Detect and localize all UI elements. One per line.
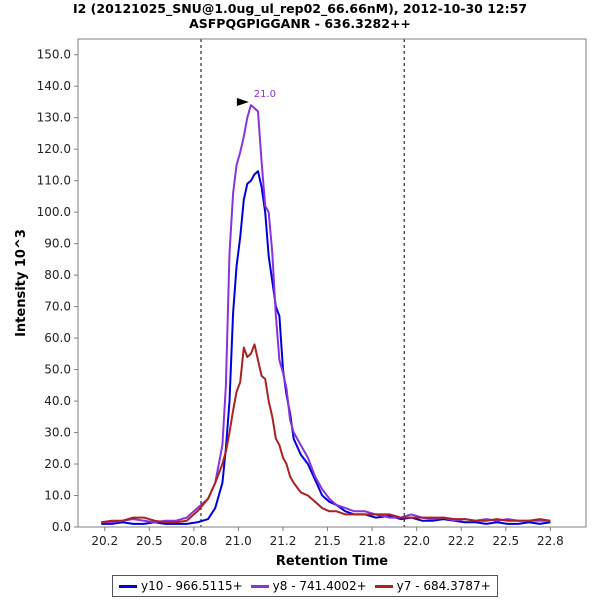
y-tick-label: 10.0	[44, 489, 71, 503]
y-tick-label: 0.0	[52, 520, 71, 534]
y-tick-label: 140.0	[37, 79, 71, 93]
peak-label: 21.0	[254, 89, 276, 100]
legend: y10 - 966.5115+ y8 - 741.4002+ y7 - 684.37…	[112, 575, 498, 597]
y-tick-label: 60.0	[44, 331, 71, 345]
y-tick-label: 110.0	[37, 174, 71, 188]
x-tick-label: 22.2	[448, 534, 475, 548]
chart-title: I2 (20121025_SNU@1.0ug_ul_rep02_66.66nM)…	[72, 1, 528, 16]
y-tick-label: 30.0	[44, 426, 71, 440]
y-tick-label: 120.0	[37, 142, 71, 156]
y-tick-label: 90.0	[44, 237, 71, 251]
y-tick-label: 50.0	[44, 363, 71, 377]
x-tick-label: 20.2	[91, 534, 118, 548]
x-tick-label: 21.2	[270, 534, 297, 548]
legend-label: y7 - 684.3787+	[396, 579, 491, 593]
x-tick-label: 22.5	[492, 534, 519, 548]
series-lines	[101, 104, 551, 525]
chart-subtitle: ASFPQGPIGGANR - 636.3282++	[189, 16, 411, 31]
y-tick-label: 40.0	[44, 394, 71, 408]
y-tick-label: 20.0	[44, 457, 71, 471]
series-line	[101, 104, 551, 524]
legend-label: y10 - 966.5115+	[141, 579, 243, 593]
legend-swatch	[119, 584, 137, 588]
y-tick-label: 100.0	[37, 205, 71, 219]
series-line	[101, 343, 551, 524]
series-line	[101, 170, 551, 525]
legend-swatch	[374, 584, 393, 588]
y-axis-ticks: 0.0 10.0 20.0 30.0 40.0 50.0 60.0 70.0 80.0 90.0 1…	[37, 48, 78, 534]
legend-item: y10 - 966.5115+	[119, 579, 243, 593]
plot-area	[77, 38, 587, 528]
integration-boundaries	[200, 39, 405, 527]
x-tick-label: 20.5	[136, 534, 163, 548]
y-tick-label: 130.0	[37, 111, 71, 125]
y-tick-label: 150.0	[37, 48, 71, 62]
y-tick-label: 70.0	[44, 300, 71, 314]
y-axis-label: Intensity 10^3	[14, 229, 29, 337]
x-tick-label: 21.5	[314, 534, 341, 548]
legend-swatch	[250, 584, 269, 588]
y-tick-label: 80.0	[44, 268, 71, 282]
x-axis-ticks: 20.2 20.5 20.8 21.0 21.2 21.5 21.8 22.0 22.2 22.5…	[91, 527, 564, 548]
x-tick-label: 22.0	[403, 534, 430, 548]
peak-marker-icon	[236, 97, 249, 106]
x-tick-label: 20.8	[181, 534, 208, 548]
x-tick-label: 21.0	[225, 534, 252, 548]
legend-label: y8 - 741.4002+	[272, 579, 367, 593]
annotations: 21.0	[236, 89, 276, 106]
x-axis-label: Retention Time	[276, 554, 388, 569]
x-tick-label: 22.8	[537, 534, 564, 548]
legend-item: y7 - 684.3787+	[374, 579, 491, 593]
legend-item: y8 - 741.4002+	[250, 579, 367, 593]
x-tick-label: 21.8	[359, 534, 386, 548]
